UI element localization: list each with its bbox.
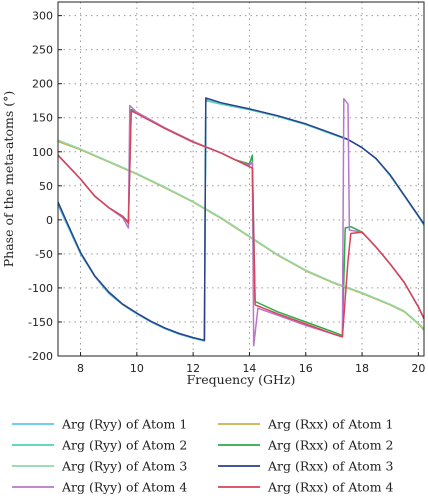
series-line-4 bbox=[57, 108, 425, 337]
x-tick-label: 18 bbox=[355, 362, 369, 375]
series-line-5 bbox=[57, 139, 425, 330]
legend: Arg (Ryy) of Atom 1 Arg (Rxx) of Atom 1 Ar… bbox=[12, 417, 394, 495]
series-line-6 bbox=[57, 97, 425, 342]
x-tick-label: 10 bbox=[130, 362, 144, 375]
y-axis-label: Phase of the meta-atoms (°) bbox=[1, 91, 16, 267]
legend-label: Arg (Rxx) of Atom 1 bbox=[267, 417, 393, 432]
y-tick-label: 50 bbox=[39, 180, 53, 193]
legend-label: Arg (Ryy) of Atom 2 bbox=[61, 438, 187, 453]
series-line-2 bbox=[57, 140, 425, 331]
y-tick-label: 0 bbox=[46, 214, 53, 227]
y-tick-label: -50 bbox=[35, 248, 53, 261]
y-tick-label: 250 bbox=[32, 44, 53, 57]
legend-label: Arg (Rxx) of Atom 3 bbox=[267, 459, 394, 474]
series-lines bbox=[57, 97, 425, 347]
x-tick-label: 14 bbox=[242, 362, 256, 375]
series-line-1 bbox=[57, 99, 425, 342]
x-tick-label: 8 bbox=[77, 362, 84, 375]
axis-ticks: 8 10 12 14 16 18 20 -200 -150 -100 -50 0 50 100 150 200… bbox=[28, 10, 425, 375]
plot-frame bbox=[57, 1, 425, 357]
legend-label: Arg (Ryy) of Atom 3 bbox=[61, 459, 187, 474]
legend-label: Arg (Rxx) of Atom 2 bbox=[267, 438, 393, 453]
y-tick-label: 300 bbox=[32, 10, 53, 23]
series-line-7 bbox=[57, 97, 425, 347]
y-tick-label: -150 bbox=[28, 316, 53, 329]
grid bbox=[58, 2, 424, 357]
x-tick-label: 20 bbox=[411, 362, 425, 375]
y-tick-label: 150 bbox=[32, 112, 53, 125]
y-tick-label: -100 bbox=[28, 282, 53, 295]
legend-label: Arg (Ryy) of Atom 1 bbox=[61, 417, 187, 432]
legend-label: Arg (Ryy) of Atom 4 bbox=[61, 480, 187, 495]
legend-label: Arg (Rxx) of Atom 4 bbox=[267, 480, 394, 495]
x-axis-label: Frequency (GHz) bbox=[187, 372, 296, 387]
x-tick-label: 12 bbox=[186, 362, 200, 375]
y-tick-label: 100 bbox=[32, 146, 53, 159]
y-tick-label: -200 bbox=[28, 350, 53, 363]
series-line-8 bbox=[57, 110, 425, 338]
y-tick-label: 200 bbox=[32, 78, 53, 91]
x-tick-label: 16 bbox=[299, 362, 313, 375]
